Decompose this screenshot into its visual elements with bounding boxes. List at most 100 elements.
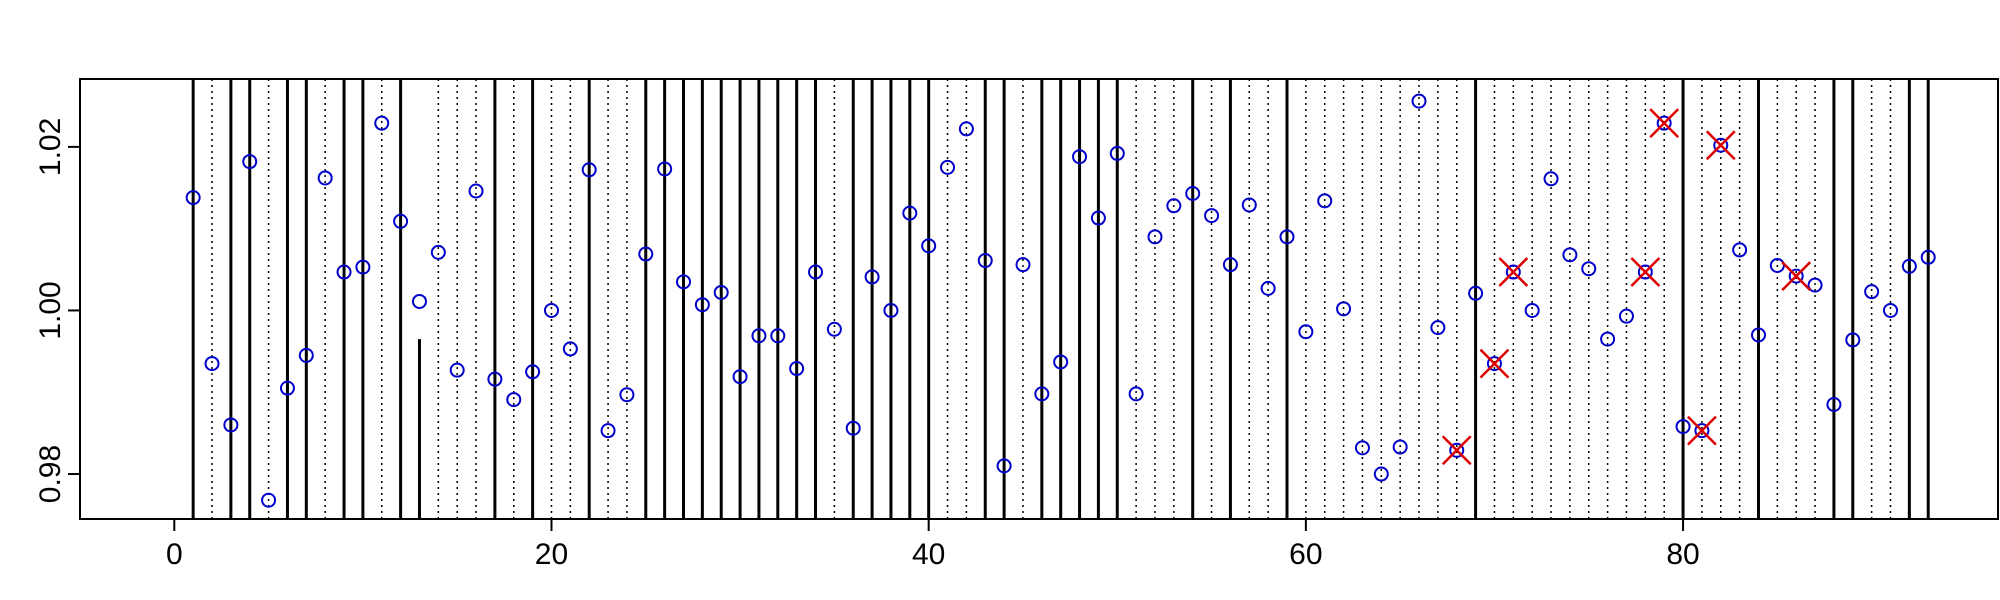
data-point — [1883, 302, 1899, 318]
data-point — [506, 392, 522, 408]
flag-cross-stroke — [1687, 415, 1717, 446]
data-point — [1298, 324, 1314, 340]
data-point — [1072, 149, 1088, 165]
data-point — [374, 115, 390, 131]
data-point — [1034, 386, 1050, 402]
data-point — [1618, 308, 1634, 324]
data-point — [600, 423, 616, 439]
data-point — [657, 161, 673, 177]
data-point — [223, 417, 239, 433]
data-point — [1505, 264, 1521, 280]
flagged-point-marker — [1630, 257, 1661, 287]
data-point — [1128, 386, 1144, 402]
data-point — [468, 183, 484, 199]
data-point — [1241, 197, 1257, 213]
plot-frame — [79, 78, 1999, 520]
data-point — [562, 341, 578, 357]
data-point — [1430, 320, 1446, 336]
data-point — [261, 492, 277, 508]
data-point — [1845, 332, 1861, 348]
data-point — [619, 387, 635, 403]
data-point — [1411, 93, 1427, 109]
data-point — [694, 297, 710, 313]
y-tick-label: 1.02 — [34, 118, 67, 176]
data-point — [1826, 397, 1842, 413]
data-point — [770, 328, 786, 344]
data-point — [581, 162, 597, 178]
y-tick-label: 1.00 — [34, 281, 67, 339]
data-point — [1920, 249, 1936, 265]
data-point — [1354, 440, 1370, 456]
data-point — [242, 154, 258, 170]
flagged-point-marker — [1649, 108, 1680, 139]
data-point — [298, 347, 314, 363]
data-point — [1336, 301, 1352, 317]
data-point — [1486, 356, 1502, 372]
data-point — [864, 269, 880, 285]
flagged-point-marker — [1781, 261, 1812, 291]
vertical-lines — [191, 79, 1930, 519]
flagged-point-marker — [1441, 435, 1472, 466]
data-point — [1468, 285, 1484, 301]
x-tick-label: 40 — [912, 538, 945, 571]
y-tick-label: 0.98 — [34, 445, 67, 503]
flag-cross-stroke — [1781, 261, 1812, 291]
data-point — [1204, 208, 1220, 224]
data-point — [902, 205, 918, 221]
data-point — [789, 361, 805, 377]
data-point — [1543, 171, 1559, 187]
data-point — [713, 284, 729, 300]
data-point — [1222, 257, 1238, 273]
data-point — [921, 238, 937, 254]
data-point — [1109, 145, 1125, 161]
data-point — [1637, 264, 1653, 280]
data-point — [996, 458, 1012, 474]
data-point — [1600, 331, 1616, 347]
data-point — [355, 259, 371, 275]
flag-cross-stroke — [1479, 348, 1510, 379]
data-point — [1524, 302, 1540, 318]
data-point — [487, 371, 503, 387]
flag-cross-stroke — [1630, 257, 1661, 287]
data-point — [525, 364, 541, 380]
data-point — [430, 244, 446, 260]
data-point — [977, 253, 993, 269]
data-point — [1562, 247, 1578, 263]
data-point — [317, 170, 333, 186]
data-point — [676, 274, 692, 290]
flagged-markers — [1441, 108, 1812, 466]
flagged-point-marker — [1687, 415, 1717, 446]
data-point — [1185, 185, 1201, 201]
data-point — [1750, 327, 1766, 343]
data-point — [1166, 198, 1182, 214]
data-point — [1317, 193, 1333, 209]
data-points — [185, 93, 1936, 508]
data-point — [638, 246, 654, 262]
data-point — [1713, 137, 1729, 153]
data-point — [411, 293, 427, 309]
x-tick-label: 0 — [166, 538, 183, 571]
data-point — [1015, 257, 1031, 273]
data-point — [883, 302, 899, 318]
data-point — [940, 159, 956, 175]
data-point — [449, 362, 465, 378]
data-point — [336, 264, 352, 280]
data-point — [845, 420, 861, 436]
data-point — [279, 380, 295, 396]
data-point — [808, 264, 824, 280]
data-point — [1807, 277, 1823, 293]
flagged-point-marker — [1479, 348, 1510, 379]
data-point — [1053, 354, 1069, 370]
data-point — [393, 213, 409, 229]
data-point — [1279, 229, 1295, 245]
data-point — [1147, 229, 1163, 245]
flag-cross-stroke — [1705, 130, 1736, 161]
flag-cross-stroke — [1441, 435, 1472, 466]
data-point — [1449, 442, 1465, 458]
flagged-point-marker — [1498, 257, 1529, 287]
data-point — [958, 121, 974, 137]
data-point — [1694, 423, 1710, 439]
data-point — [826, 321, 842, 337]
data-point — [543, 302, 559, 318]
data-point — [1581, 261, 1597, 277]
